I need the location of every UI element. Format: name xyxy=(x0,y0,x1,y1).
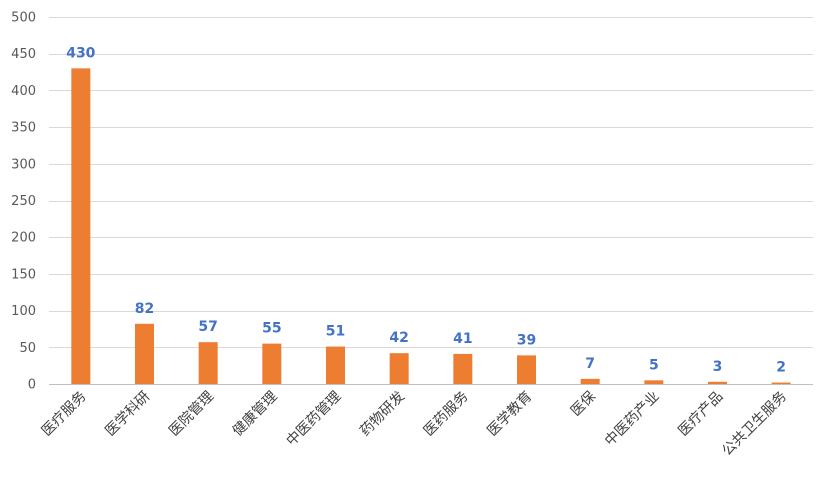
bar xyxy=(708,381,727,384)
bar xyxy=(262,343,282,384)
data-label: 55 xyxy=(262,321,281,337)
data-label: 5 xyxy=(649,357,659,373)
x-category-label: 医疗服务 xyxy=(39,389,90,440)
y-tick-label: 350 xyxy=(11,121,36,136)
data-label: 2 xyxy=(776,360,786,376)
data-label: 51 xyxy=(326,324,345,340)
y-tick-label: 500 xyxy=(11,11,36,26)
y-tick-label: 50 xyxy=(19,341,36,356)
data-label: 82 xyxy=(135,301,154,317)
y-tick-label: 200 xyxy=(11,231,36,246)
y-tick-label: 400 xyxy=(11,84,36,99)
bar xyxy=(71,68,91,384)
data-label: 57 xyxy=(198,319,217,335)
x-category-label: 医学科研 xyxy=(102,389,153,440)
data-label: 39 xyxy=(517,332,536,348)
y-axis-tick-labels: 0 50 100 150 200 250 300 350 400 450 500 xyxy=(11,11,36,393)
x-category-label: 医药服务 xyxy=(421,389,472,440)
data-label: 430 xyxy=(66,45,95,61)
data-labels: 430 82 57 55 51 42 41 39 7 5 3 2 xyxy=(66,45,786,375)
bar xyxy=(326,346,345,384)
x-category-label: 健康管理 xyxy=(229,388,281,440)
data-label: 3 xyxy=(713,359,723,375)
bar xyxy=(389,353,409,384)
data-label: 41 xyxy=(453,331,472,347)
bar xyxy=(580,378,600,384)
bar xyxy=(135,323,154,384)
bars xyxy=(71,68,791,384)
x-axis-category-labels: 医疗服务 医学科研 医院管理 健康管理 中医药管理 药物研发 医药服务 医学教育 医保 中医药产业… xyxy=(39,388,790,459)
bar xyxy=(453,353,473,384)
data-label: 42 xyxy=(389,330,408,346)
bar xyxy=(644,380,664,384)
x-category-label: 医疗产品 xyxy=(675,389,726,440)
data-label: 7 xyxy=(585,356,595,372)
x-category-label: 医院管理 xyxy=(166,389,217,440)
y-tick-label: 150 xyxy=(11,267,36,282)
gridlines xyxy=(49,17,813,385)
x-category-label: 医学教育 xyxy=(484,389,535,440)
x-category-label: 药物研发 xyxy=(357,389,408,440)
bar xyxy=(517,355,536,384)
bar xyxy=(198,342,218,384)
bar xyxy=(771,382,791,384)
y-tick-label: 100 xyxy=(11,304,36,319)
x-category-label: 中医药产业 xyxy=(602,389,663,450)
y-tick-label: 250 xyxy=(11,194,36,209)
y-tick-label: 0 xyxy=(28,378,36,393)
y-tick-label: 300 xyxy=(11,157,36,172)
y-tick-label: 450 xyxy=(11,47,36,62)
x-category-label: 公共卫生服务 xyxy=(719,389,790,460)
x-category-label: 医保 xyxy=(568,389,599,420)
x-category-label: 中医药管理 xyxy=(284,389,345,450)
